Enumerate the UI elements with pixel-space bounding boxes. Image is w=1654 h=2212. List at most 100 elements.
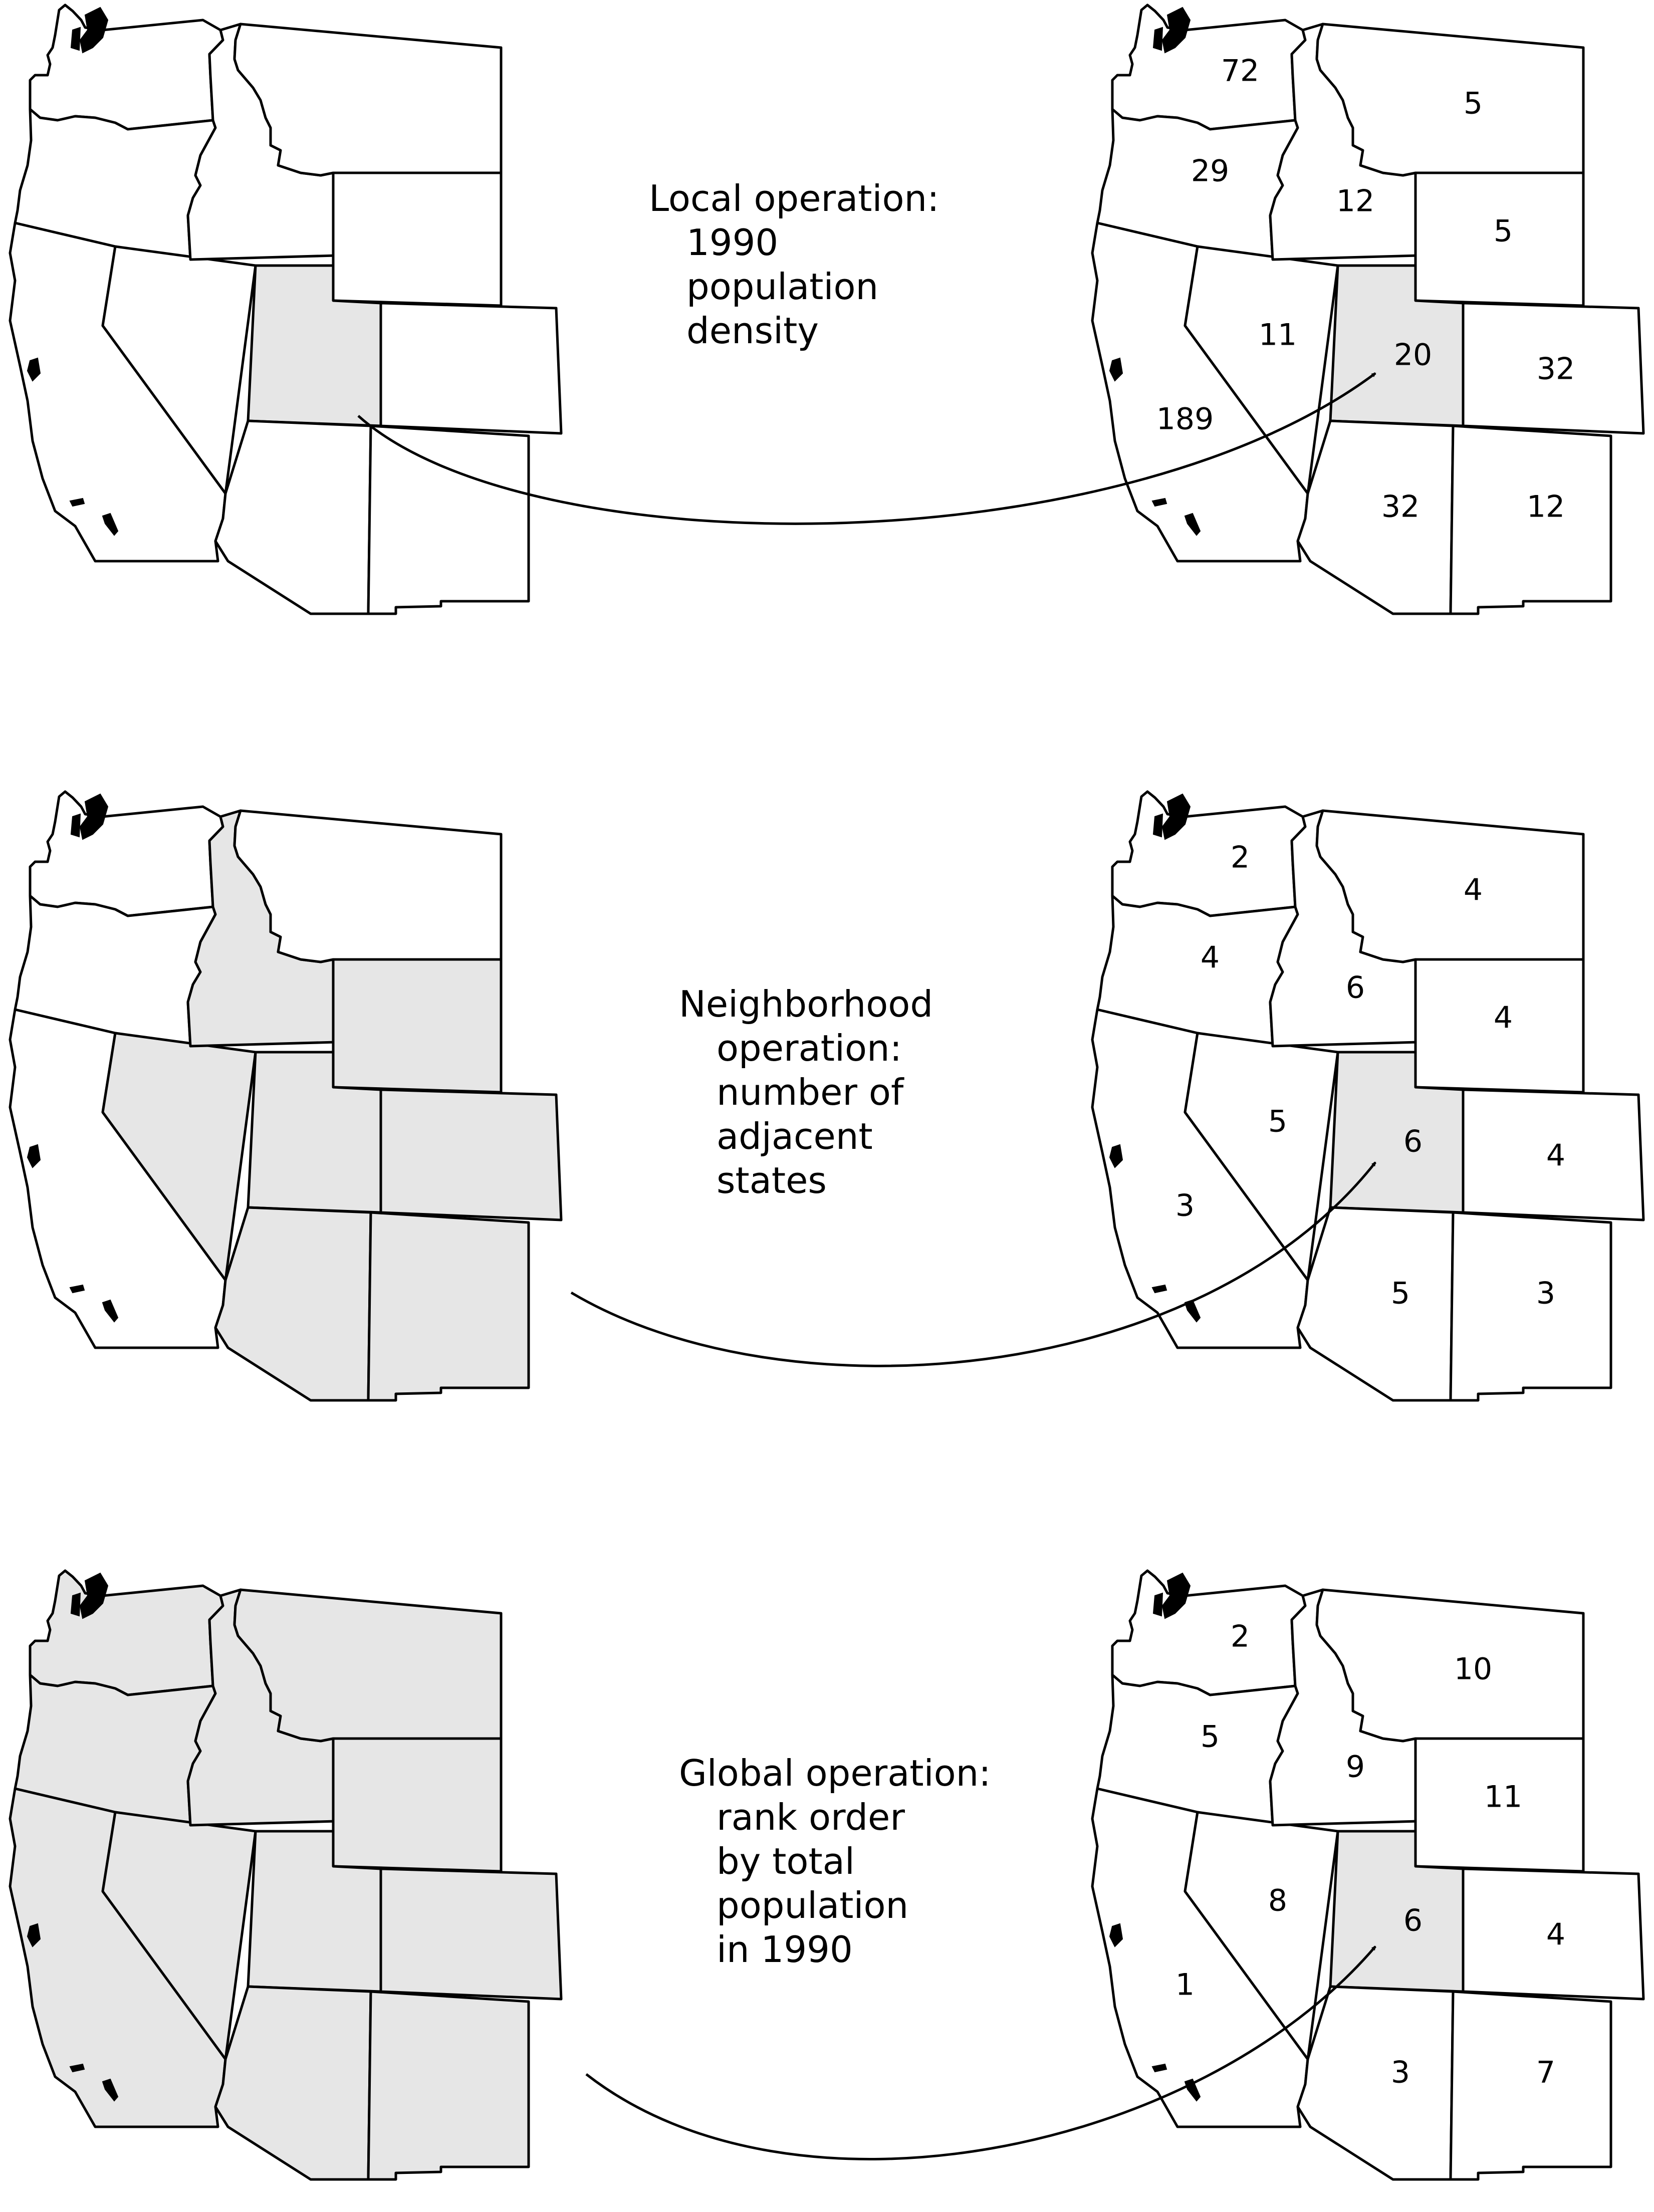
island-shape (1152, 27, 1163, 51)
value-arizona: 3 (1391, 2055, 1410, 2090)
state-arizona (1296, 419, 1455, 615)
state-washington (1111, 4, 1307, 131)
value-california: 1 (1175, 1968, 1195, 2003)
global-input-map (0, 1566, 571, 2212)
caption-line: number of (717, 1071, 904, 1113)
island-shape (1161, 793, 1191, 840)
value-arizona: 32 (1381, 489, 1420, 525)
island-shape (69, 498, 85, 507)
value-utah: 6 (1403, 1124, 1423, 1159)
neighborhood-input-map (0, 787, 571, 1433)
state-colorado (1462, 1867, 1645, 2001)
value-wyoming: 4 (1494, 1001, 1513, 1036)
state-washington (29, 790, 224, 917)
local-caption: Local operation: 1990 population density (649, 176, 939, 353)
state-colorado (379, 302, 563, 435)
island-shape (1161, 1572, 1191, 1619)
value-idaho: 6 (1346, 970, 1365, 1006)
state-colorado (1462, 302, 1645, 435)
state-colorado (379, 1867, 563, 2001)
caption-line: Neighborhood (679, 983, 933, 1025)
island-shape (1161, 7, 1191, 54)
value-new-mexico: 12 (1527, 489, 1565, 525)
state-arizona (214, 1985, 372, 2181)
state-new-mexico (367, 424, 530, 615)
island-shape (1152, 1592, 1163, 1617)
value-idaho: 9 (1346, 1750, 1365, 1785)
island-shape (70, 1592, 81, 1617)
value-montana: 10 (1454, 1652, 1492, 1687)
state-new-mexico (1449, 1211, 1612, 1402)
value-washington: 2 (1231, 840, 1250, 875)
value-idaho: 12 (1336, 184, 1374, 219)
value-california: 189 (1156, 402, 1214, 437)
state-arizona (214, 419, 372, 615)
caption-line: in 1990 (717, 1928, 853, 1971)
island-shape (69, 2063, 85, 2073)
state-arizona (214, 1206, 372, 1402)
state-wyoming (332, 958, 503, 1094)
global-output-map: 2 5 1 8 9 10 11 6 4 3 7 (1082, 1566, 1653, 2212)
island-shape (79, 7, 109, 54)
value-colorado: 4 (1546, 1917, 1565, 1952)
caption-line: population (686, 266, 879, 308)
value-montana: 5 (1464, 86, 1483, 121)
island-shape (27, 1144, 41, 1168)
value-washington: 72 (1221, 54, 1259, 89)
island-shape (1109, 1923, 1123, 1947)
state-washington (29, 1569, 224, 1696)
caption-line: adjacent (717, 1115, 873, 1157)
island-shape (102, 1299, 119, 1323)
value-colorado: 4 (1546, 1138, 1565, 1173)
island-shape (70, 27, 81, 51)
island-shape (102, 513, 119, 536)
state-colorado (379, 1088, 563, 1221)
value-washington: 2 (1231, 1619, 1250, 1654)
caption-line: population (717, 1884, 909, 1926)
value-new-mexico: 7 (1536, 2055, 1555, 2090)
caption-line: 1990 (686, 221, 779, 264)
value-colorado: 32 (1537, 352, 1575, 387)
neighborhood-output-map: 2 4 3 5 6 4 4 6 4 5 3 (1082, 787, 1653, 1433)
state-wyoming (332, 171, 503, 307)
state-arizona (1296, 1985, 1455, 2181)
value-utah: 6 (1403, 1903, 1423, 1938)
island-shape (79, 1572, 109, 1619)
state-new-mexico (367, 1211, 530, 1402)
neighborhood-caption: Neighborhood operation: number of adjace… (679, 982, 933, 1202)
island-shape (69, 1284, 85, 1294)
local-output-map: 72 29 189 11 12 5 5 20 32 32 12 (1082, 0, 1653, 646)
value-utah: 20 (1394, 338, 1432, 373)
value-nevada: 8 (1268, 1883, 1287, 1918)
value-california: 3 (1175, 1188, 1195, 1223)
state-new-mexico (367, 1990, 530, 2181)
caption-line: Local operation: (649, 177, 939, 219)
value-arizona: 5 (1391, 1276, 1410, 1311)
island-shape (102, 2078, 119, 2102)
state-washington (1111, 790, 1307, 917)
local-input-map (0, 0, 571, 646)
caption-line: by total (717, 1840, 855, 1882)
value-montana: 4 (1464, 873, 1483, 908)
value-new-mexico: 3 (1536, 1276, 1555, 1311)
state-wyoming (332, 1737, 503, 1873)
value-oregon: 4 (1201, 940, 1220, 975)
caption-line: density (686, 310, 819, 352)
caption-line: Global operation: (679, 1752, 991, 1794)
state-colorado (1462, 1088, 1645, 1221)
value-nevada: 5 (1268, 1104, 1287, 1139)
value-wyoming: 5 (1494, 214, 1513, 249)
value-oregon: 29 (1191, 154, 1229, 189)
caption-line: states (717, 1159, 827, 1201)
state-new-mexico (1449, 424, 1612, 615)
island-shape (1152, 813, 1163, 838)
island-shape (27, 1923, 41, 1947)
value-nevada: 11 (1259, 318, 1297, 353)
island-shape (27, 357, 41, 382)
caption-line: rank order (717, 1796, 905, 1838)
state-arizona (1296, 1206, 1455, 1402)
island-shape (79, 793, 109, 840)
global-caption: Global operation: rank order by total po… (679, 1751, 991, 1972)
island-shape (70, 813, 81, 838)
